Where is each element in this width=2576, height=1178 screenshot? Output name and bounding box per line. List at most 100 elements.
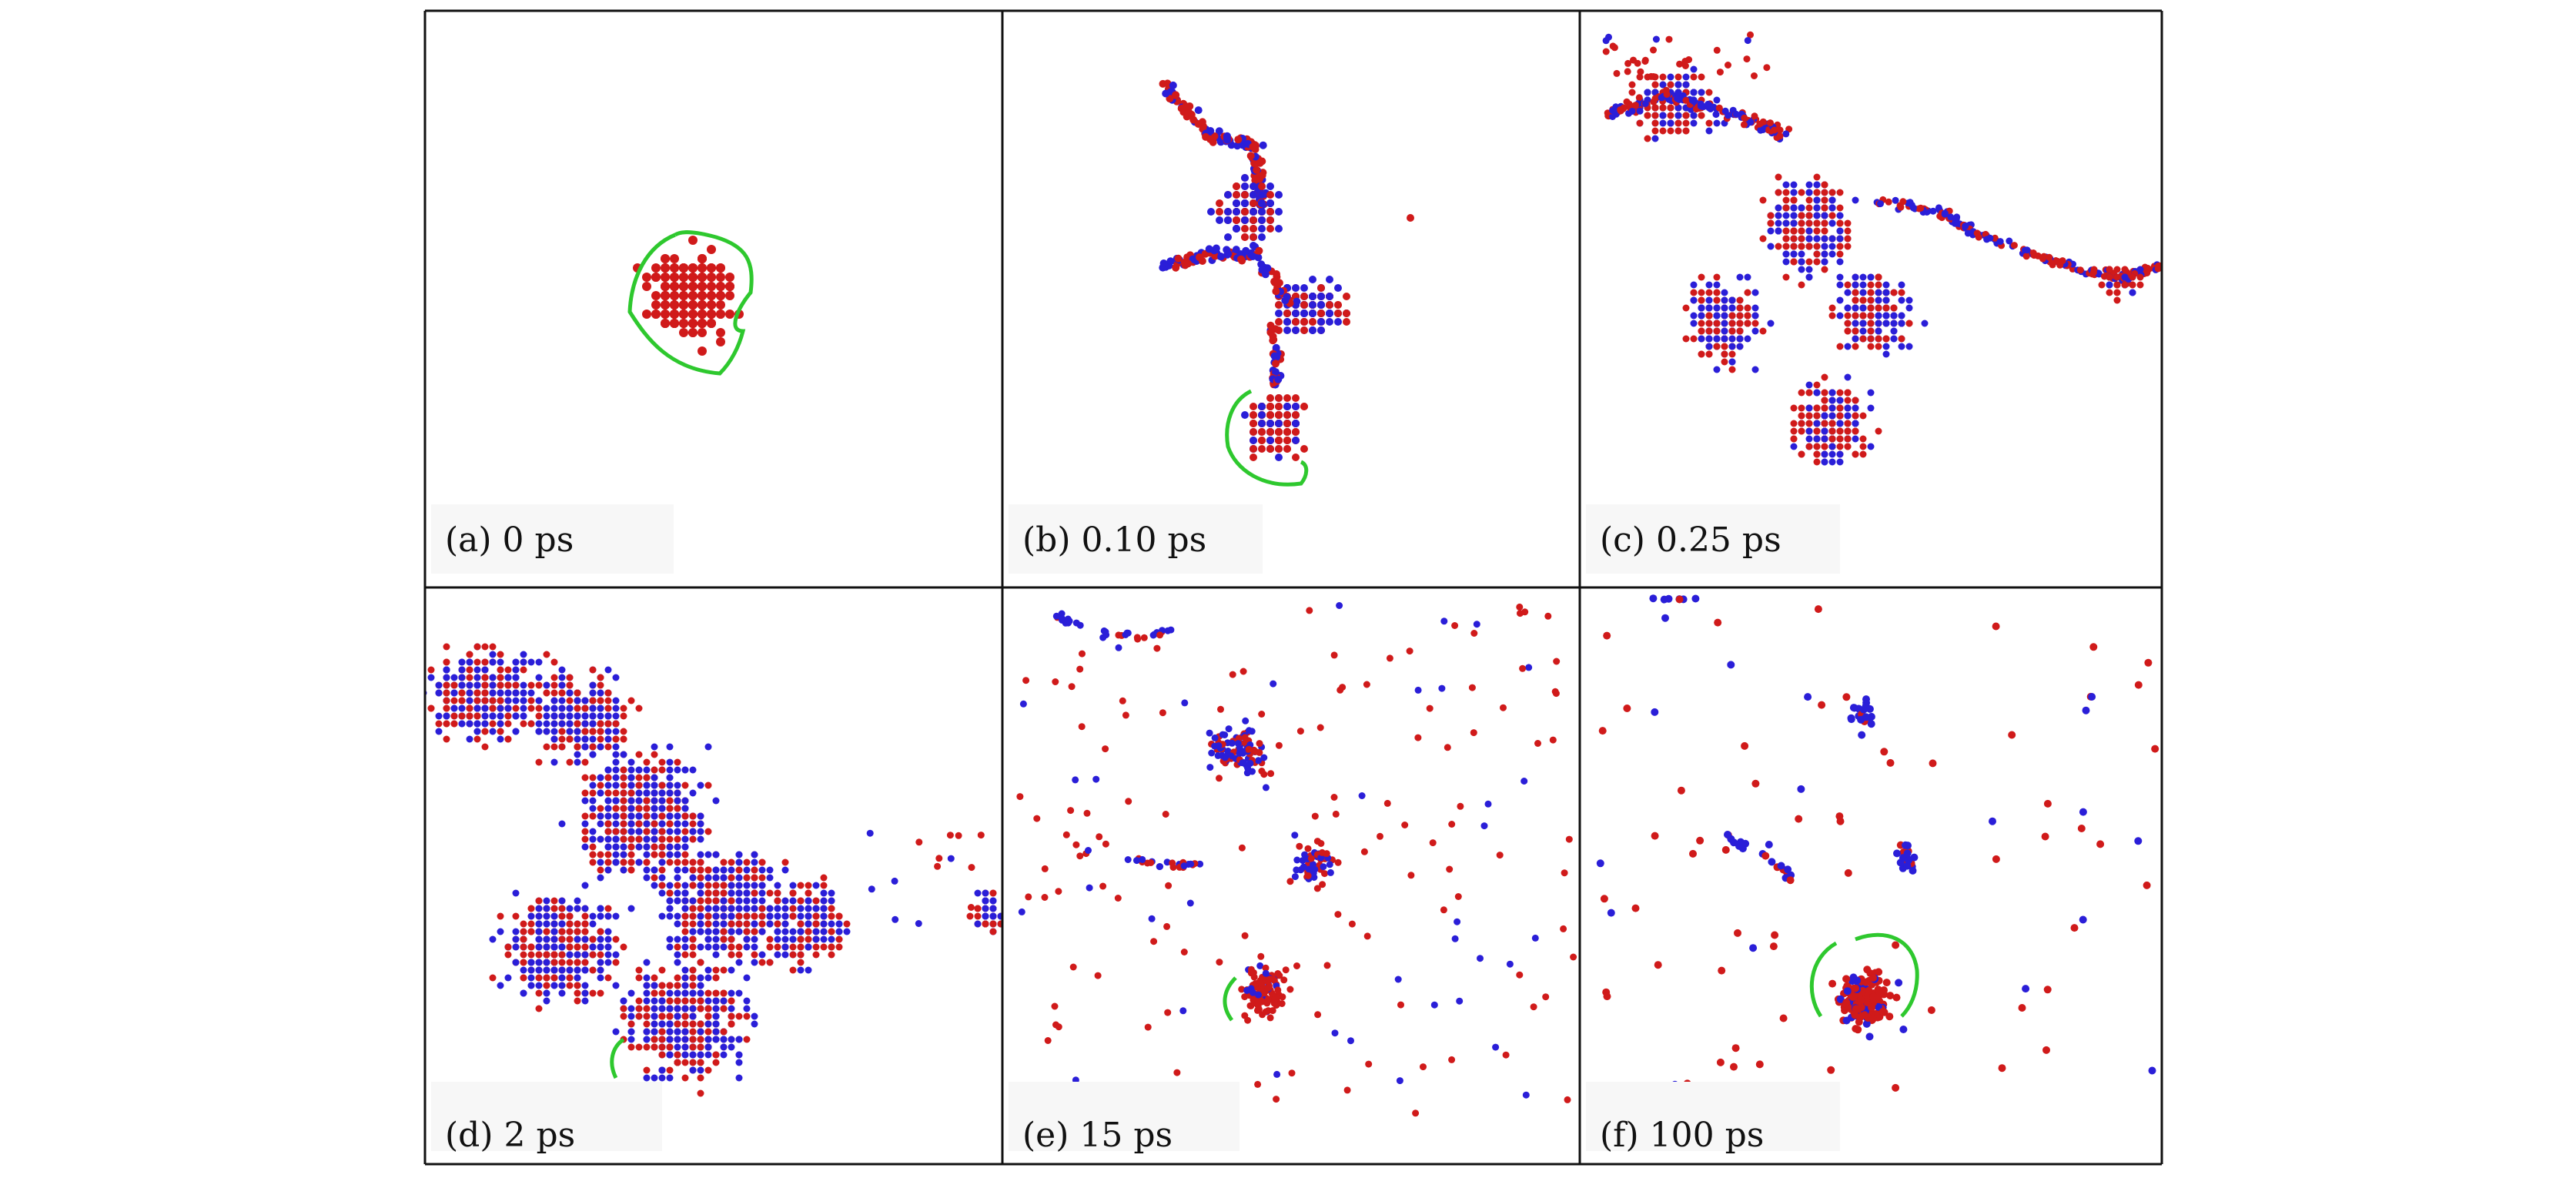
- vacancy-atom: [1674, 104, 1682, 112]
- interstitial-atom: [1775, 173, 1782, 181]
- vacancy-atom: [558, 674, 566, 681]
- interstitial-atom: [589, 697, 597, 704]
- interstitial-atom: [604, 774, 612, 781]
- interstitial-atom: [1852, 289, 1859, 296]
- interstitial-atom: [670, 263, 679, 273]
- vacancy-atom: [1697, 102, 1705, 110]
- vacancy-atom: [1782, 130, 1790, 138]
- interstitial-atom: [1743, 55, 1751, 63]
- vacancy-atom: [512, 889, 520, 897]
- vacancy-atom: [1813, 435, 1821, 443]
- vacancy-atom: [689, 828, 697, 835]
- interstitial-atom: [1272, 287, 1280, 296]
- interstitial-atom: [743, 858, 751, 866]
- vacancy-atom: [712, 920, 720, 928]
- interstitial-atom: [1898, 335, 1905, 343]
- interstitial-atom: [1798, 420, 1805, 427]
- vacancy-atom: [666, 743, 674, 751]
- vacancy-atom: [658, 789, 666, 797]
- interstitial-atom: [1196, 253, 1203, 262]
- vacancy-atom: [1852, 404, 1859, 412]
- interstitial-atom: [589, 812, 597, 820]
- interstitial-atom: [1790, 427, 1798, 435]
- interstitial-atom: [658, 882, 666, 889]
- vacancy-atom: [1813, 181, 1821, 189]
- vacancy-atom: [1859, 273, 1867, 281]
- interstitial-atom: [1343, 293, 1350, 300]
- interstitial-atom: [1844, 420, 1852, 427]
- vacancy-atom: [666, 781, 674, 789]
- vacancy-atom: [1813, 204, 1821, 212]
- interstitial-atom: [1828, 189, 1836, 196]
- interstitial-atom: [1283, 428, 1291, 436]
- interstitial-atom: [758, 858, 766, 866]
- vacancy-atom: [1652, 35, 1660, 43]
- vacancy-atom: [1667, 73, 1674, 81]
- interstitial-atom: [620, 835, 627, 843]
- vacancy-atom: [1828, 219, 1836, 227]
- interstitial-atom: [643, 812, 651, 820]
- interstitial-atom: [589, 989, 597, 997]
- vacancy-atom: [612, 697, 620, 704]
- vacancy-atom: [697, 851, 704, 858]
- vacancy-atom: [1326, 318, 1333, 326]
- interstitial-atom: [2022, 253, 2030, 260]
- vacancy-atom: [1272, 368, 1280, 376]
- interstitial-atom: [627, 843, 635, 851]
- interstitial-atom: [1782, 243, 1790, 250]
- interstitial-atom: [716, 300, 725, 310]
- vacancy-atom: [1705, 343, 1713, 350]
- interstitial-atom: [520, 720, 527, 728]
- vacancy-atom: [604, 735, 612, 743]
- vacancy-atom: [620, 751, 627, 758]
- interstitial-atom: [1751, 72, 1758, 79]
- interstitial-atom: [688, 310, 698, 319]
- vacancy-atom: [1690, 281, 1698, 289]
- interstitial-atom: [1613, 69, 1621, 77]
- interstitial-atom: [450, 681, 458, 689]
- vacancy-atom: [1921, 320, 1929, 327]
- vacancy-atom: [1721, 289, 1728, 296]
- interstitial-atom: [473, 658, 481, 666]
- interstitial-atom: [1674, 127, 1682, 135]
- vacancy-atom: [597, 874, 604, 882]
- interstitial-atom: [1255, 246, 1263, 255]
- interstitial-atom: [1651, 127, 1659, 135]
- interstitial-atom: [1705, 312, 1713, 320]
- interstitial-atom: [589, 666, 597, 674]
- interstitial-atom: [743, 912, 751, 920]
- vacancy-atom: [1751, 304, 1759, 312]
- interstitial-atom: [1859, 412, 1867, 420]
- interstitial-atom: [473, 697, 481, 704]
- interstitial-atom: [1813, 243, 1821, 250]
- vacancy-atom: [728, 889, 735, 897]
- vacancy-atom: [581, 797, 589, 805]
- vacancy-atom: [489, 689, 497, 697]
- interstitial-atom: [1728, 366, 1736, 373]
- vacancy-atom: [704, 874, 712, 882]
- vacancy-atom: [681, 766, 689, 774]
- vacancy-atom: [1309, 293, 1316, 300]
- interstitial-atom: [627, 858, 635, 866]
- vacancy-atom: [635, 797, 643, 805]
- interstitial-atom: [1805, 443, 1813, 450]
- interstitial-atom: [1882, 335, 1890, 343]
- interstitial-atom: [620, 805, 627, 812]
- interstitial-atom: [581, 704, 589, 712]
- interstitial-atom: [716, 282, 725, 291]
- vacancy-atom: [681, 820, 689, 828]
- interstitial-atom: [1798, 219, 1805, 227]
- interstitial-atom: [1300, 301, 1308, 309]
- vacancy-atom: [651, 812, 658, 820]
- vacancy-atom: [1705, 127, 1713, 135]
- interstitial-atom: [725, 310, 734, 319]
- vacancy-atom: [581, 697, 589, 704]
- vacancy-atom: [666, 935, 674, 943]
- interstitial-atom: [1663, 91, 1671, 98]
- interstitial-atom: [1828, 312, 1836, 320]
- vacancy-atom: [612, 728, 620, 735]
- vacancy-atom: [597, 835, 604, 843]
- vacancy-atom: [1828, 204, 1836, 212]
- interstitial-atom: [450, 720, 458, 728]
- interstitial-atom: [589, 843, 597, 851]
